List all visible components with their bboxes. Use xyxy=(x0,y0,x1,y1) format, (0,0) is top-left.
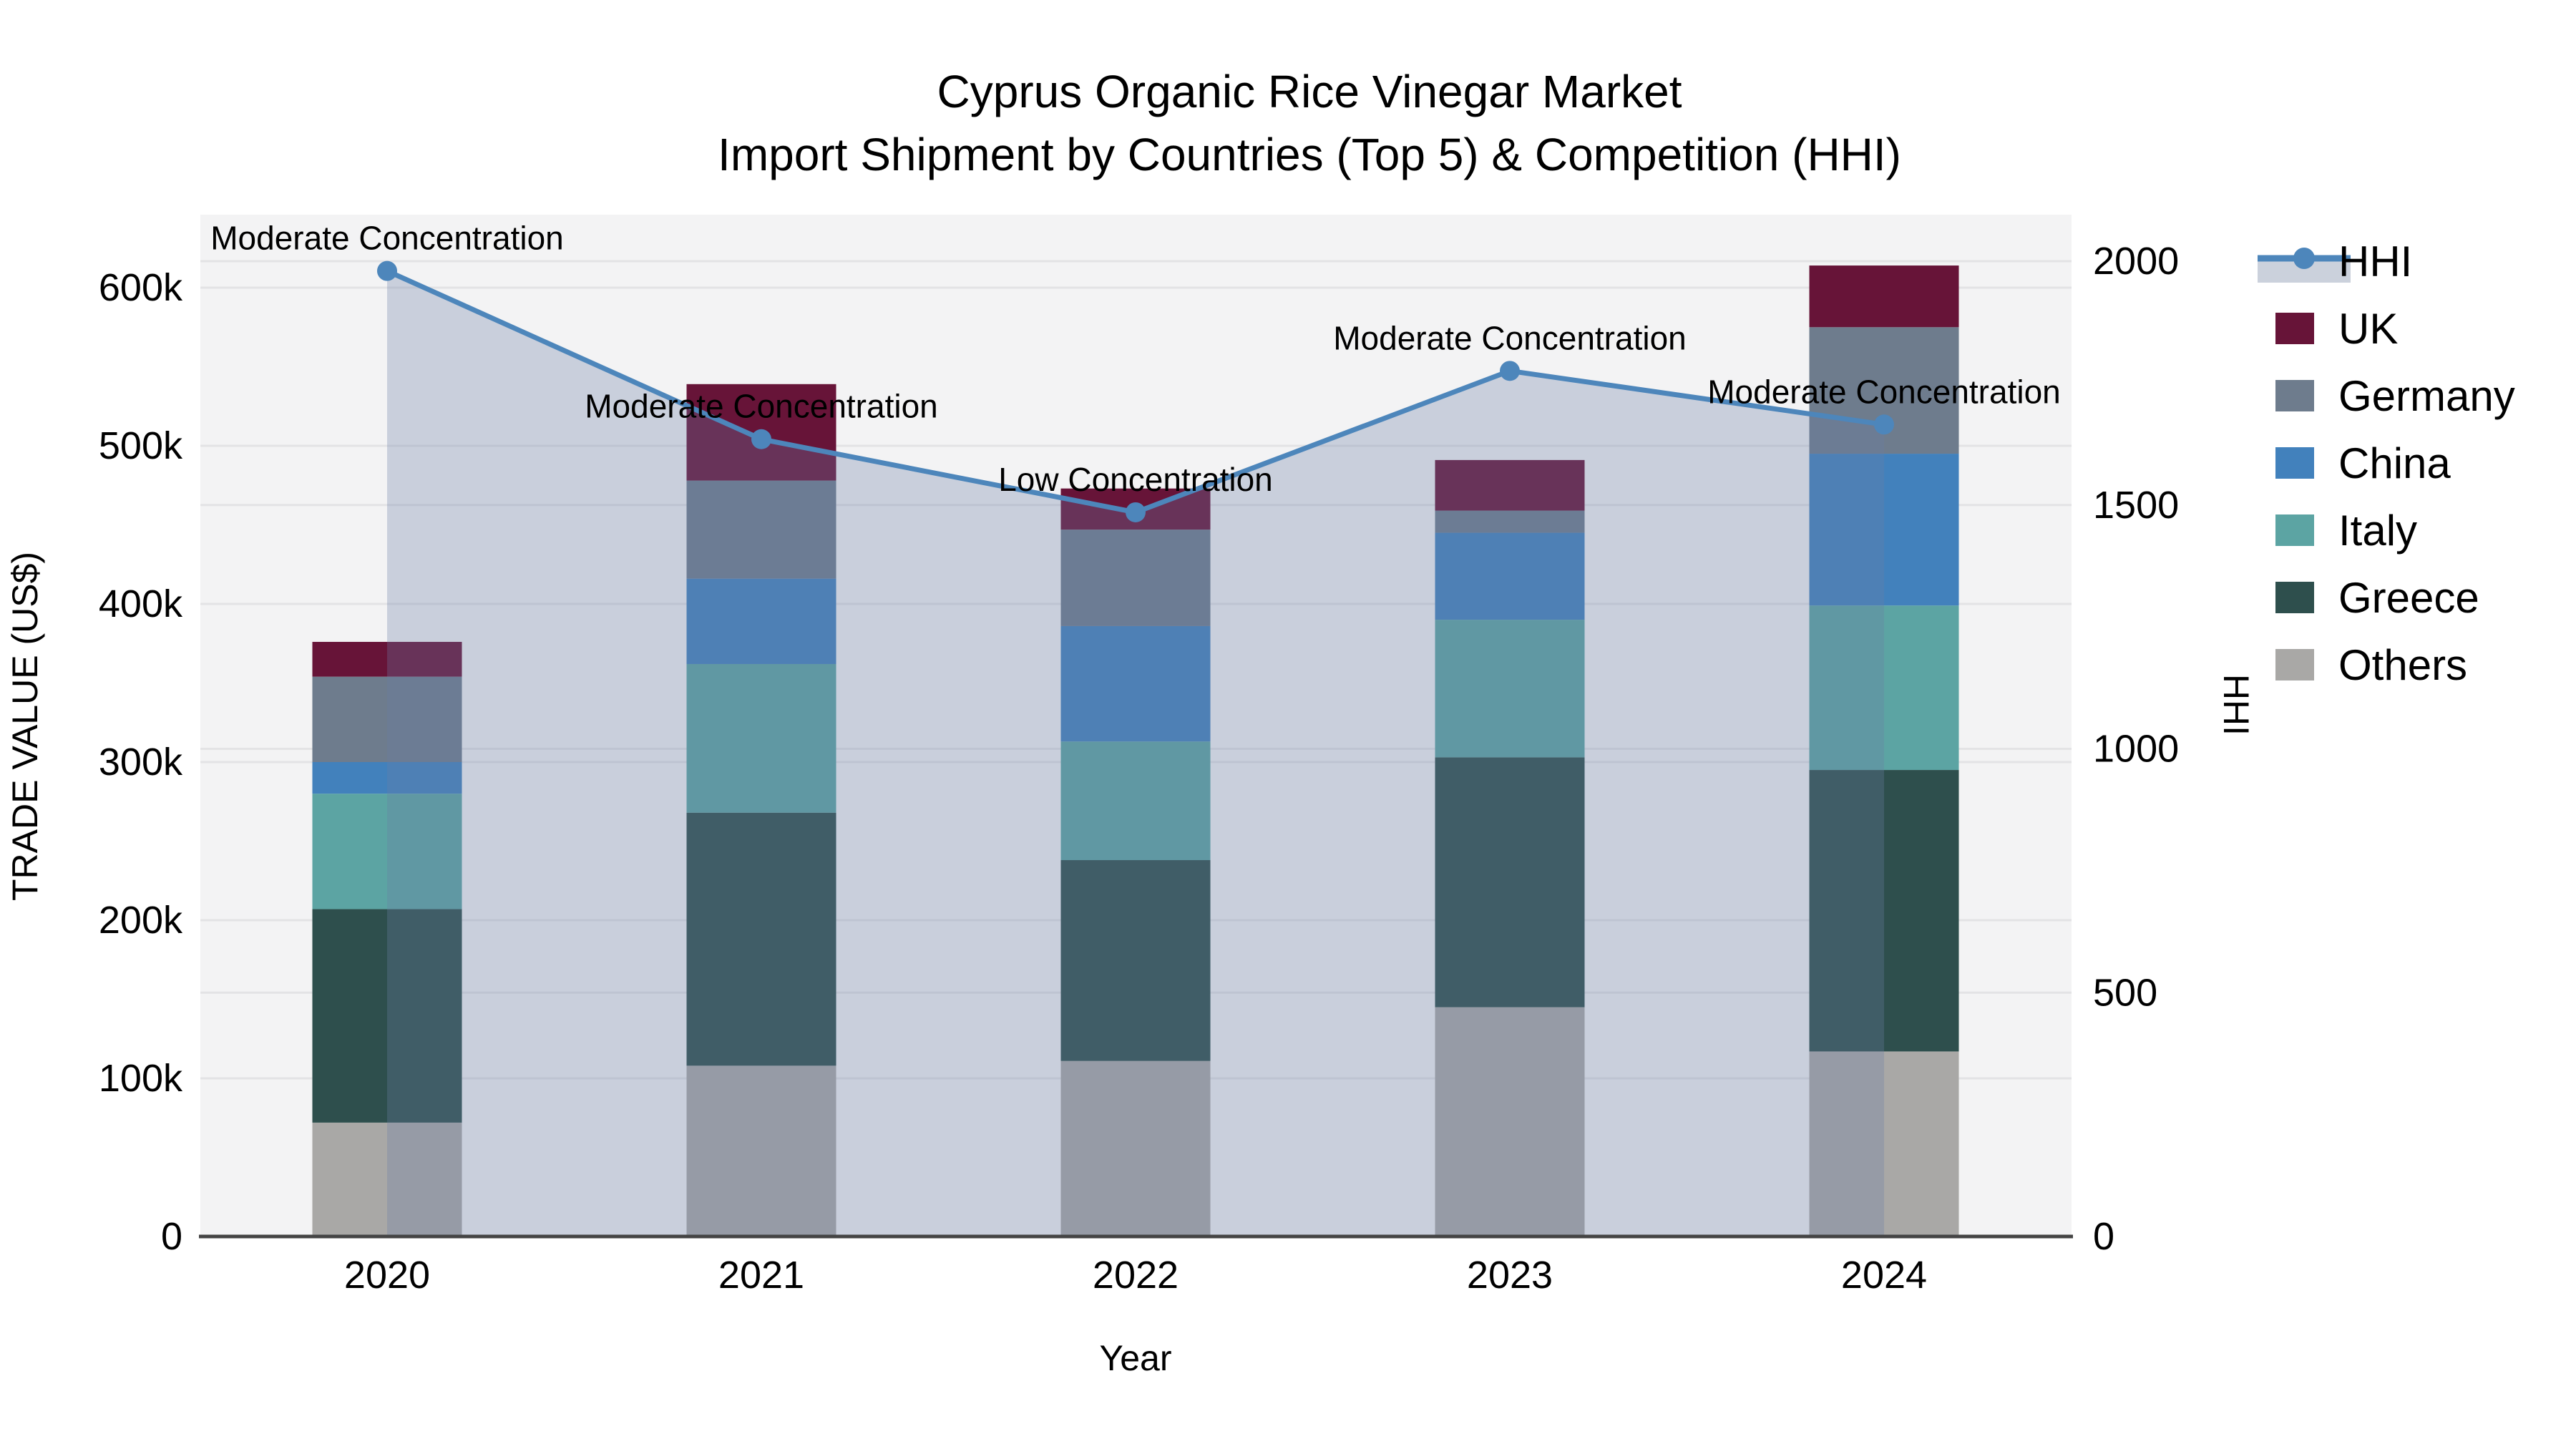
legend-swatch-others xyxy=(2275,649,2314,680)
y-left-tick-0: 0 xyxy=(161,1215,182,1258)
bar-segment-others-2020[interactable] xyxy=(312,1122,462,1236)
annotation-2021: Moderate Concentration xyxy=(585,388,938,425)
legend-swatch-germany xyxy=(2275,380,2314,411)
bar-segment-others-2024[interactable] xyxy=(1809,1051,1959,1236)
y-left-tick-400k: 400k xyxy=(99,582,183,625)
legend-swatch-china xyxy=(2275,447,2314,479)
bar-segment-uk-2023[interactable] xyxy=(1435,459,1585,511)
x-tick-2020: 2020 xyxy=(344,1254,430,1297)
y-left-tick-100k: 100k xyxy=(99,1057,183,1100)
hhi-marker-2024[interactable] xyxy=(1874,414,1894,435)
x-axis-title: Year xyxy=(1099,1338,1171,1378)
bar-segment-china-2021[interactable] xyxy=(686,578,836,664)
y-left-tick-200k: 200k xyxy=(99,899,183,942)
legend-label-hhi: HHI xyxy=(2338,238,2412,286)
bar-segment-others-2021[interactable] xyxy=(686,1065,836,1236)
bar-segment-china-2022[interactable] xyxy=(1060,625,1211,742)
bar-segment-others-2023[interactable] xyxy=(1435,1007,1585,1236)
bar-segment-italy-2024[interactable] xyxy=(1809,605,1959,771)
bar-segment-germany-2021[interactable] xyxy=(686,480,836,579)
legend-hhi-marker-icon xyxy=(2293,248,2315,269)
bar-segment-greece-2022[interactable] xyxy=(1060,860,1211,1061)
annotation-2022: Low Concentration xyxy=(998,461,1273,498)
y-right-tick-1000: 1000 xyxy=(2093,728,2179,771)
legend-item-china[interactable]: China xyxy=(2275,439,2451,487)
legend-item-greece[interactable]: Greece xyxy=(2275,574,2479,622)
legend-swatch-greece xyxy=(2275,582,2314,613)
bar-segment-others-2022[interactable] xyxy=(1060,1060,1211,1236)
bar-segment-china-2023[interactable] xyxy=(1435,532,1585,620)
legend-label-uk: UK xyxy=(2338,305,2398,353)
bar-segment-germany-2020[interactable] xyxy=(312,676,462,762)
legend-swatch-italy xyxy=(2275,514,2314,546)
x-tick-2024: 2024 xyxy=(1841,1254,1927,1297)
bar-segment-china-2024[interactable] xyxy=(1809,454,1959,606)
legend-item-uk[interactable]: UK xyxy=(2275,305,2398,353)
y-left-tick-600k: 600k xyxy=(99,266,183,309)
y-left-axis-title: TRADE VALUE (US$) xyxy=(5,552,45,901)
legend-label-others: Others xyxy=(2338,641,2467,689)
legend-label-china: China xyxy=(2338,439,2451,487)
legend-item-germany[interactable]: Germany xyxy=(2275,372,2515,420)
y-right-tick-2000: 2000 xyxy=(2093,240,2179,283)
x-tick-2022: 2022 xyxy=(1093,1254,1179,1297)
legend-label-germany: Germany xyxy=(2338,372,2515,420)
bar-segment-germany-2023[interactable] xyxy=(1435,510,1585,533)
hhi-marker-2020[interactable] xyxy=(377,260,397,281)
legend-label-greece: Greece xyxy=(2338,574,2479,622)
x-tick-2023: 2023 xyxy=(1467,1254,1553,1297)
bar-segment-italy-2020[interactable] xyxy=(312,794,462,909)
legend-swatch-uk xyxy=(2275,313,2314,344)
bar-segment-uk-2024[interactable] xyxy=(1809,265,1959,328)
annotation-2020: Moderate Concentration xyxy=(210,220,564,257)
bar-segment-italy-2022[interactable] xyxy=(1060,741,1211,861)
bar-segment-greece-2024[interactable] xyxy=(1809,770,1959,1052)
y-left-tick-500k: 500k xyxy=(99,424,183,467)
legend-item-others[interactable]: Others xyxy=(2275,641,2467,689)
bar-segment-uk-2020[interactable] xyxy=(312,642,462,677)
x-tick-2021: 2021 xyxy=(718,1254,804,1297)
annotation-2023: Moderate Concentration xyxy=(1333,319,1687,356)
legend-item-italy[interactable]: Italy xyxy=(2275,507,2417,555)
bar-segment-italy-2023[interactable] xyxy=(1435,620,1585,758)
bar-segment-greece-2023[interactable] xyxy=(1435,757,1585,1008)
hhi-marker-2022[interactable] xyxy=(1126,502,1146,522)
chart-title-line2: Import Shipment by Countries (Top 5) & C… xyxy=(718,129,1901,180)
bar-segment-germany-2022[interactable] xyxy=(1060,530,1211,626)
hhi-marker-2021[interactable] xyxy=(751,429,771,449)
bar-segment-greece-2020[interactable] xyxy=(312,909,462,1123)
bar-segment-china-2020[interactable] xyxy=(312,762,462,794)
bar-segment-greece-2021[interactable] xyxy=(686,812,836,1066)
hhi-area xyxy=(387,270,1884,1236)
legend-label-italy: Italy xyxy=(2338,507,2417,555)
hhi-marker-2023[interactable] xyxy=(1500,361,1520,381)
annotation-2024: Moderate Concentration xyxy=(1707,373,2061,410)
y-left-tick-300k: 300k xyxy=(99,741,183,784)
y-right-tick-1500: 1500 xyxy=(2093,484,2179,527)
bar-segment-italy-2021[interactable] xyxy=(686,663,836,813)
y-right-tick-0: 0 xyxy=(2093,1215,2114,1258)
legend-item-hhi[interactable]: HHI xyxy=(2258,238,2412,286)
y-right-tick-500: 500 xyxy=(2093,971,2157,1014)
y-right-axis-title: HHI xyxy=(2216,674,2256,736)
chart-title-line1: Cyprus Organic Rice Vinegar Market xyxy=(937,66,1682,117)
